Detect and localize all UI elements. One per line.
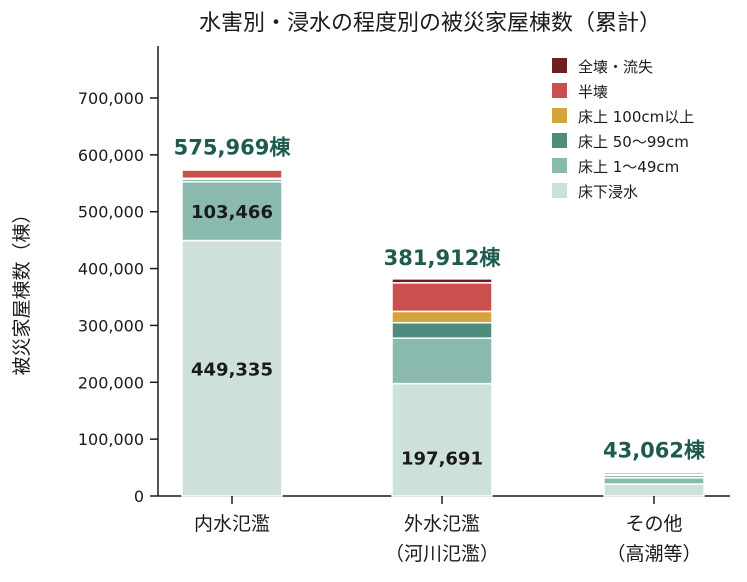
legend-label: 床上 100cm以上	[578, 108, 694, 126]
legend-swatch	[552, 58, 567, 73]
legend-swatch	[552, 158, 567, 173]
category-label: 外水氾濫	[404, 513, 480, 535]
legend-label: 床下浸水	[578, 183, 638, 201]
chart-title: 水害別・浸水の程度別の被災家屋棟数（累計）	[199, 11, 661, 36]
bar-segment	[391, 337, 493, 385]
bar-segment	[603, 477, 705, 485]
bar-segment	[391, 310, 493, 324]
segment-value-label: 449,335	[191, 359, 273, 380]
bar-total-label: 381,912棟	[384, 246, 502, 270]
plot-area: 0 100,000 200,000 300,000 400,000 500,000 600,…	[11, 46, 730, 565]
bar-segment	[391, 382, 493, 497]
legend-label: 半壊	[578, 83, 608, 101]
y-tick-label: 200,000	[78, 373, 144, 392]
y-tick-label: 400,000	[78, 260, 144, 279]
category-sublabel: （河川氾濫）	[385, 543, 499, 565]
segment-value-label: 197,691	[401, 449, 483, 470]
bar-total-label: 575,969棟	[174, 136, 292, 160]
legend-swatch	[552, 83, 567, 98]
legend-swatch	[552, 183, 567, 198]
y-tick-label: 300,000	[78, 316, 144, 335]
y-tick-label: 500,000	[78, 203, 144, 222]
category-label: その他	[625, 513, 682, 535]
bar-segment	[391, 322, 493, 339]
y-tick-label: 100,000	[78, 430, 144, 449]
legend-label: 全壊・流失	[578, 58, 653, 76]
legend-swatch	[552, 108, 567, 123]
y-axis-label: 被災家屋棟数（棟）	[11, 204, 33, 375]
segment-value-label: 103,466	[191, 202, 273, 223]
bar-segment	[603, 470, 705, 473]
bar-segment	[181, 180, 283, 242]
bar-total-label: 43,062棟	[603, 439, 706, 463]
legend-swatch	[552, 133, 567, 148]
bar-segment	[391, 278, 493, 284]
category-label: 内水氾濫	[194, 513, 270, 535]
legend-label: 床上 50〜99cm	[578, 133, 689, 151]
legend-label: 床上 1〜49cm	[578, 158, 679, 176]
y-tick-label: 600,000	[78, 146, 144, 165]
bar-segment	[181, 169, 283, 180]
y-tick-label: 0	[134, 487, 144, 506]
bar-segment	[391, 282, 493, 313]
bar-segment	[181, 167, 283, 171]
category-sublabel: （高潮等）	[606, 543, 701, 565]
y-tick-label: 700,000	[78, 89, 144, 108]
bar-segment	[603, 483, 705, 497]
